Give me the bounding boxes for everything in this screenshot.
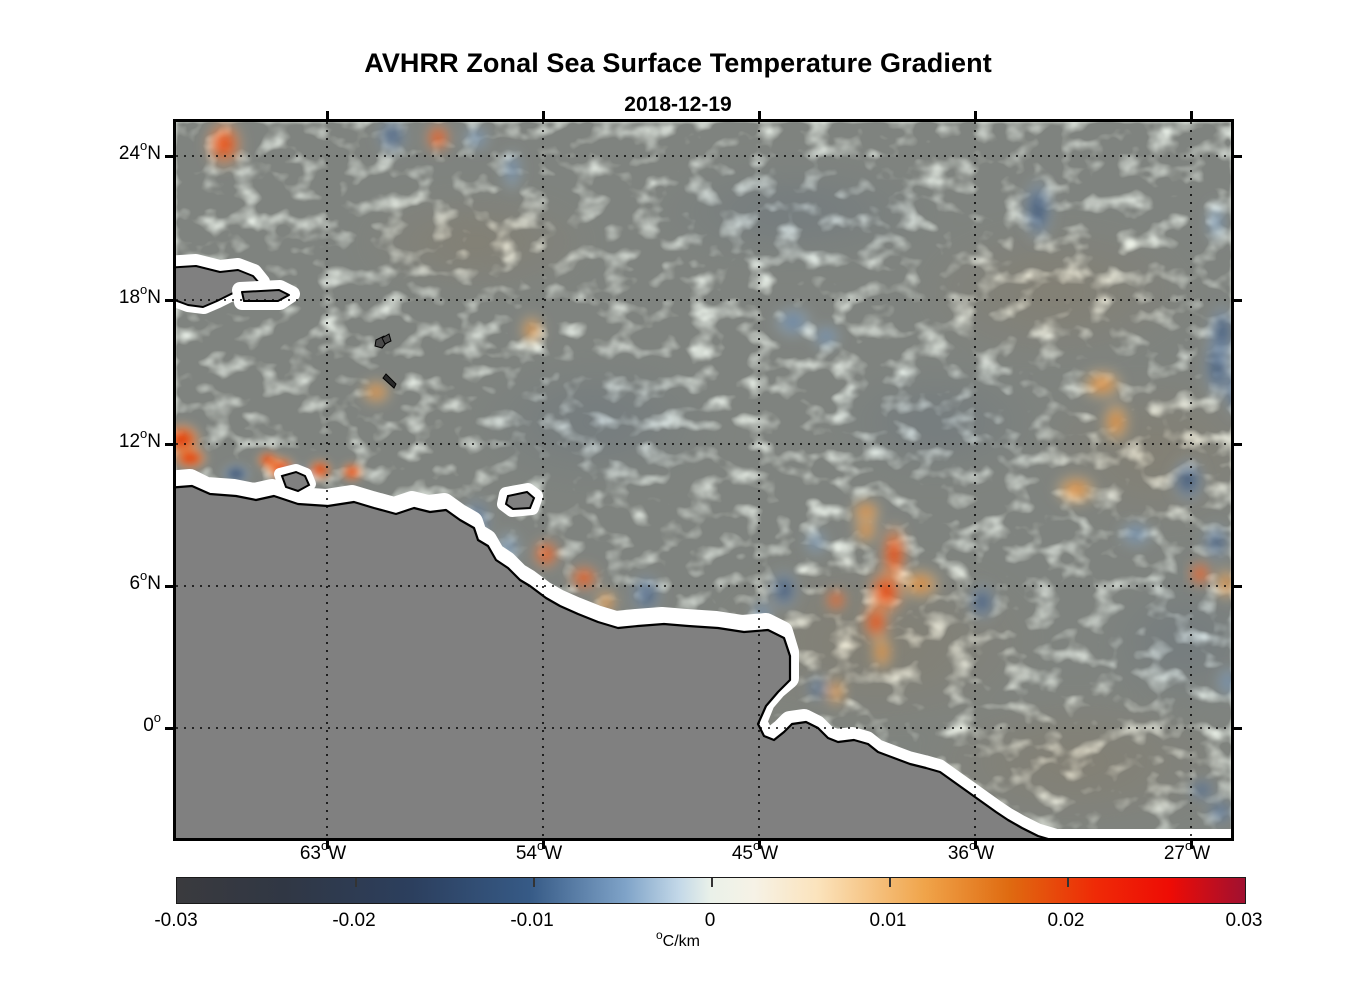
ytick-6	[165, 585, 176, 588]
ytick-18	[165, 299, 176, 302]
colorbar-label-0.03: 0.03	[1225, 910, 1263, 931]
colorbar-tick-0.01	[889, 878, 891, 887]
colorbar-label-0: 0	[704, 910, 716, 931]
ytick-label-24: 24oN	[118, 138, 161, 164]
xtick-top-63	[326, 111, 329, 122]
colorbar-tick--0.02	[355, 878, 357, 887]
ytick-right-6	[1231, 585, 1242, 588]
map-panel	[165, 111, 1242, 849]
xtick-label-45: 45oW	[731, 838, 779, 864]
colorbar-tick--0.01	[533, 878, 535, 887]
figure-subtitle: 2018-12-19	[624, 93, 732, 116]
xtick-36	[974, 838, 977, 849]
colorbar-tick-0.02	[1067, 878, 1069, 887]
xtick-top-54	[542, 111, 545, 122]
ytick-right-12	[1231, 443, 1242, 446]
ytick-label-12: 12oN	[118, 426, 161, 452]
martinique-island	[382, 373, 397, 389]
colorbar-label--0.02: -0.02	[332, 910, 376, 931]
xtick-54	[542, 838, 545, 849]
colorbar-label--0.01: -0.01	[510, 910, 554, 931]
guadeloupe-island-2	[381, 333, 392, 345]
ytick-right-0	[1231, 727, 1242, 730]
ytick-12	[165, 443, 176, 446]
xtick-top-45	[758, 111, 761, 122]
ytick-label-0: 0o	[143, 710, 161, 736]
xtick-label-54: 54oW	[515, 838, 563, 864]
xtick-63	[326, 838, 329, 849]
colorbar-tick-0	[711, 878, 713, 887]
ytick-label-18: 18oN	[118, 282, 161, 308]
xtick-top-27	[1190, 111, 1193, 122]
ytick-label-6: 6oN	[129, 568, 161, 594]
south-america	[176, 469, 1231, 838]
colorbar-label-0.02: 0.02	[1047, 910, 1085, 931]
xtick-label-27: 27oW	[1163, 838, 1211, 864]
map-canvas	[176, 122, 1231, 838]
xtick-27	[1190, 838, 1193, 849]
xtick-label-63: 63oW	[299, 838, 347, 864]
xtick-45	[758, 838, 761, 849]
ytick-24	[165, 155, 176, 158]
ytick-right-18	[1231, 299, 1242, 302]
ytick-right-24	[1231, 155, 1242, 158]
colorbar-unit-label: oC/km	[655, 928, 700, 950]
graticule-grid	[176, 122, 1231, 838]
xtick-label-36: 36oW	[947, 838, 995, 864]
figure-title: AVHRR Zonal Sea Surface Temperature Grad…	[364, 48, 992, 78]
colorbar-label-0.01: 0.01	[869, 910, 907, 931]
ytick-0	[165, 727, 176, 730]
colorbar-label--0.03: -0.03	[154, 910, 198, 931]
xtick-top-36	[974, 111, 977, 122]
colorbar	[176, 877, 1246, 904]
venezuela-headland	[274, 464, 316, 496]
trinidad	[497, 483, 543, 517]
